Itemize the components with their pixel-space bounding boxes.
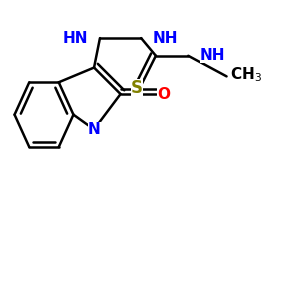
Text: HN: HN xyxy=(63,31,88,46)
Text: S: S xyxy=(131,79,143,97)
Text: CH$_3$: CH$_3$ xyxy=(230,66,262,84)
Text: O: O xyxy=(157,87,170,102)
Text: N: N xyxy=(88,122,100,137)
Text: NH: NH xyxy=(200,48,226,63)
Text: NH: NH xyxy=(153,31,178,46)
